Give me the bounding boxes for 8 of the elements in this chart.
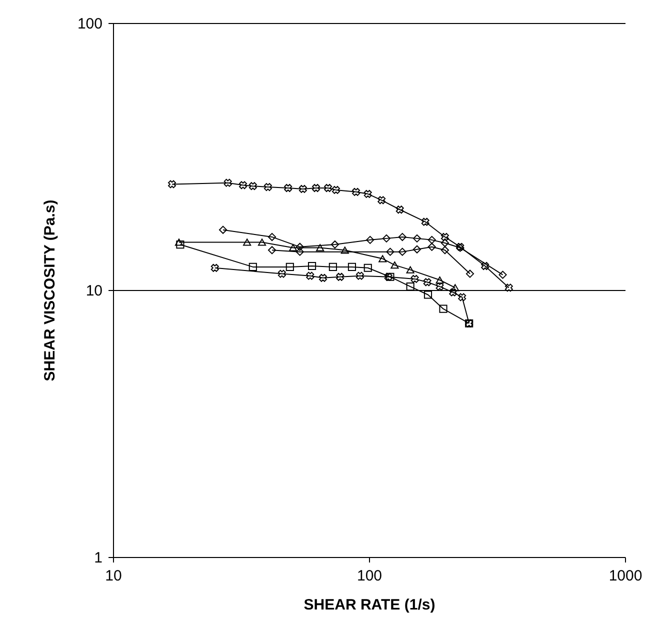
y-tick-label: 10 [86, 282, 102, 300]
y-tick-label: 100 [77, 16, 102, 32]
x-axis-title: SHEAR RATE (1/s) [304, 596, 436, 614]
y-axis-title: SHEAR VISCOSITY (Pa.s) [41, 200, 58, 382]
x-tick-label: 10 [105, 568, 122, 584]
y-tick-label: 1 [94, 550, 102, 566]
x-tick-label: 100 [356, 568, 382, 584]
x-tick-label: 1000 [608, 568, 642, 584]
